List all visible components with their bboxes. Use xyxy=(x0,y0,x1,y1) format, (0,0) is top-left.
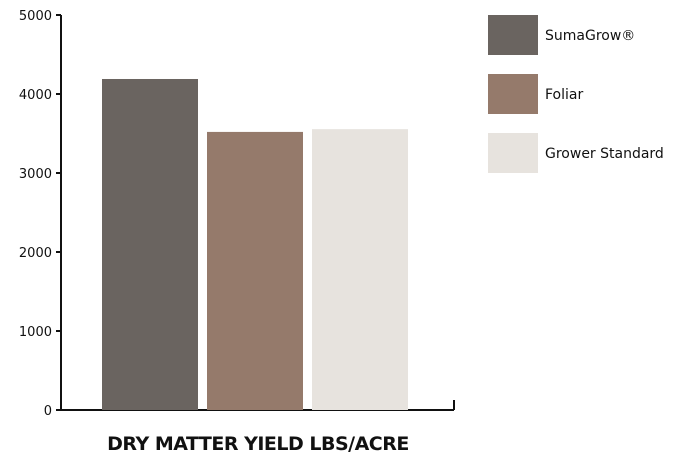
bar-3 xyxy=(312,129,408,410)
legend-label: Grower Standard xyxy=(545,146,664,162)
y-tick-label: 2000 xyxy=(19,246,52,261)
legend-label: Foliar xyxy=(545,87,583,103)
y-tick-label: 0 xyxy=(44,404,52,419)
legend-swatch xyxy=(488,74,538,114)
y-tick-label: 4000 xyxy=(19,88,52,103)
y-ticks: 0 1000 2000 3000 4000 5000 xyxy=(19,9,61,419)
bar-1 xyxy=(102,78,198,411)
x-axis-label: DRY MATTER YIELD LBS/ACRE xyxy=(107,433,409,455)
y-tick-label: 3000 xyxy=(19,167,52,182)
legend-label: SumaGrow® xyxy=(545,28,635,44)
bars xyxy=(102,78,408,411)
legend-swatch xyxy=(488,133,538,173)
legend: SumaGrow® Foliar Grower Standard xyxy=(488,15,664,173)
legend-swatch xyxy=(488,15,538,55)
bar-2 xyxy=(207,131,303,411)
y-tick-label: 1000 xyxy=(19,325,52,340)
y-tick-label: 5000 xyxy=(19,9,52,24)
